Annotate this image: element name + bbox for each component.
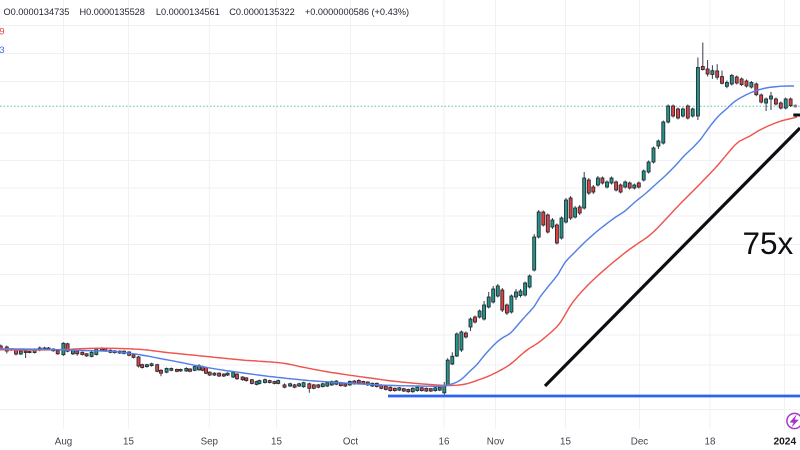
svg-text:3: 3 [0, 44, 5, 55]
svg-text:15: 15 [123, 436, 134, 447]
svg-text:15: 15 [560, 436, 571, 447]
svg-text:9: 9 [0, 26, 5, 37]
svg-text:18: 18 [705, 436, 716, 447]
svg-text:Dec: Dec [631, 436, 649, 447]
svg-text:75x: 75x [743, 225, 794, 261]
svg-text:Aug: Aug [55, 436, 72, 447]
svg-text:2024: 2024 [773, 437, 796, 448]
svg-text:16: 16 [439, 436, 450, 447]
svg-text:Sep: Sep [201, 436, 219, 447]
svg-text:Oct: Oct [343, 436, 359, 447]
svg-text:Nov: Nov [487, 436, 505, 447]
svg-text:15: 15 [271, 436, 282, 447]
